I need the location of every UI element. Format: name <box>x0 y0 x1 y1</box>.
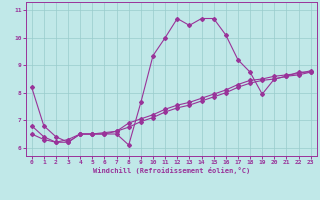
X-axis label: Windchill (Refroidissement éolien,°C): Windchill (Refroidissement éolien,°C) <box>92 167 250 174</box>
